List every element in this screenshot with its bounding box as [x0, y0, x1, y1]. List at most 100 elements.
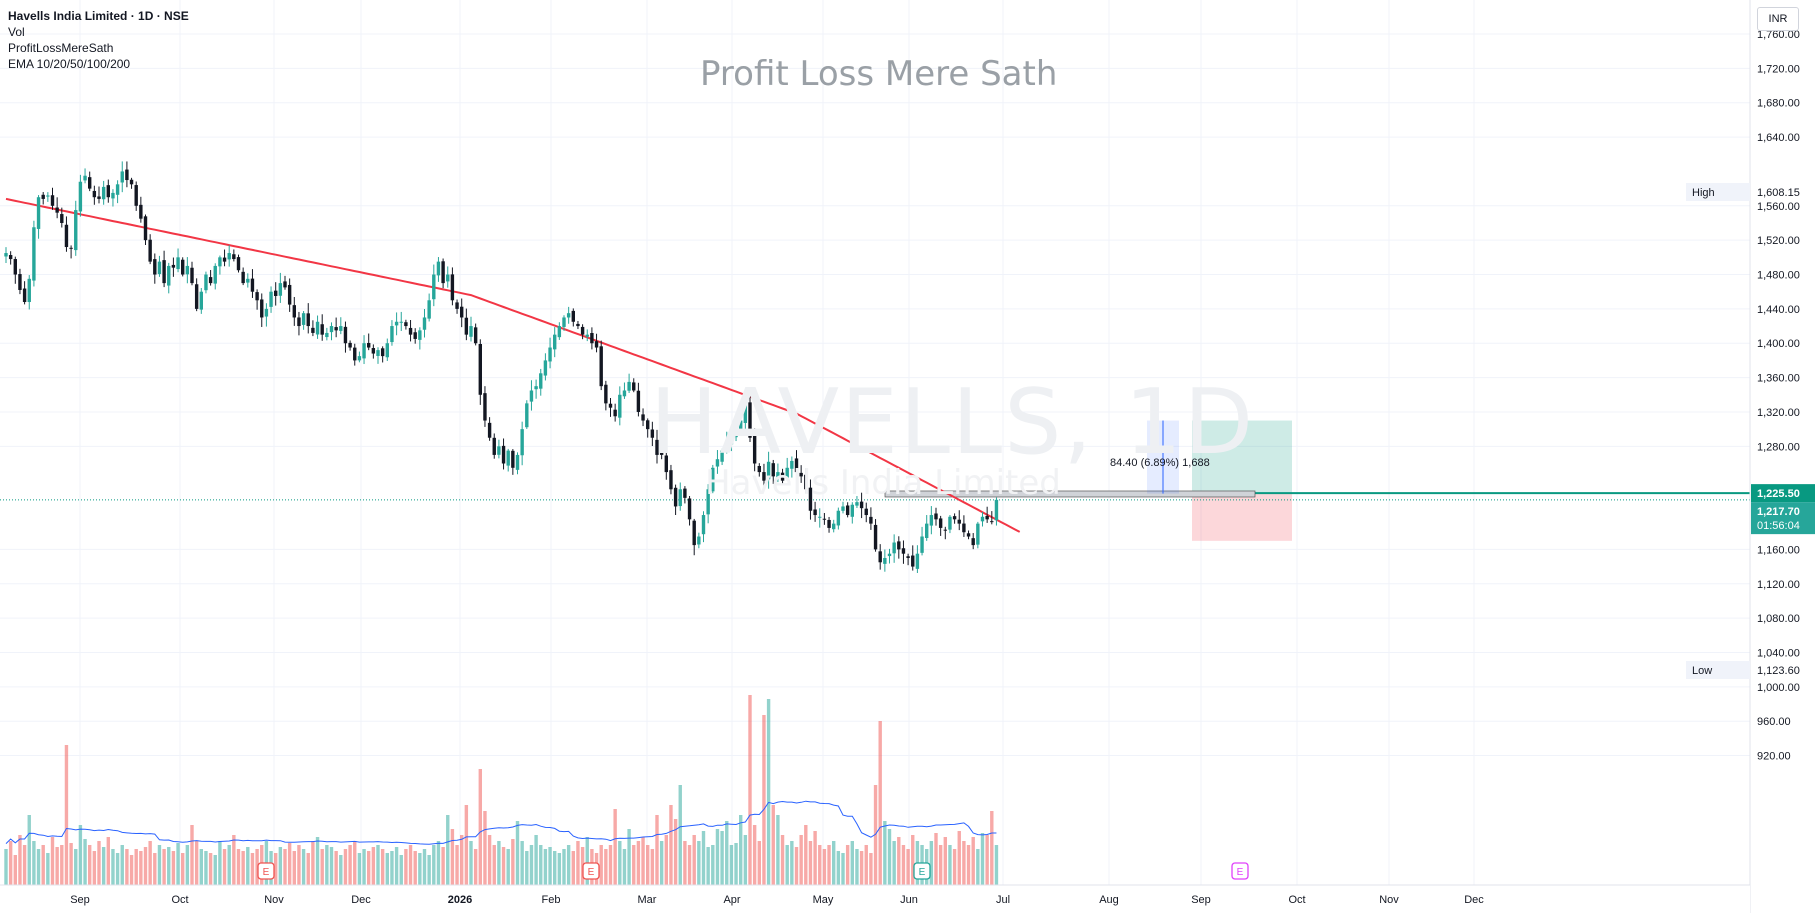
candle-body[interactable]: [855, 502, 859, 506]
candle-body[interactable]: [97, 196, 101, 199]
candle-body[interactable]: [55, 207, 59, 213]
candle-body[interactable]: [752, 435, 757, 464]
candle-body[interactable]: [966, 533, 971, 537]
candle-body[interactable]: [446, 274, 450, 282]
candle-body[interactable]: [897, 541, 901, 550]
candle-body[interactable]: [794, 458, 799, 473]
candle-body[interactable]: [818, 516, 822, 518]
candle-body[interactable]: [580, 326, 585, 335]
candle-body[interactable]: [478, 344, 482, 395]
time-axis[interactable]: Sep Oct Nov Dec 2026 Feb Mar Apr May Jun Jul Aug Sep…: [0, 884, 1750, 913]
candle-body[interactable]: [88, 177, 92, 189]
candle-body[interactable]: [585, 334, 589, 337]
measure-tool[interactable]: 84.40 (6.89%) 1,688: [1110, 420, 1210, 494]
candle-body[interactable]: [515, 454, 520, 470]
candle-body[interactable]: [325, 332, 329, 338]
candle-body[interactable]: [659, 452, 664, 455]
candle-body[interactable]: [678, 489, 682, 507]
candle-body[interactable]: [994, 499, 999, 521]
candle-body[interactable]: [841, 506, 845, 511]
candle-body[interactable]: [845, 505, 850, 516]
candle-body[interactable]: [171, 264, 176, 268]
candle-body[interactable]: [32, 227, 36, 281]
candle-body[interactable]: [943, 529, 947, 531]
symbol-title[interactable]: Havells India Limited · 1D · NSE: [8, 9, 189, 23]
candle-body[interactable]: [50, 195, 55, 206]
candle-body[interactable]: [236, 257, 241, 271]
candle-body[interactable]: [873, 524, 878, 550]
candle-body[interactable]: [850, 504, 854, 517]
candle-body[interactable]: [599, 346, 603, 387]
candle-body[interactable]: [176, 257, 180, 270]
candle-body[interactable]: [185, 265, 190, 275]
candle-body[interactable]: [622, 390, 627, 397]
candle-body[interactable]: [246, 278, 250, 283]
candle-body[interactable]: [780, 472, 785, 481]
candle-body[interactable]: [483, 393, 487, 421]
earnings-marker[interactable]: [913, 862, 931, 880]
candle-body[interactable]: [69, 247, 73, 249]
candle-body[interactable]: [632, 382, 636, 391]
candle-body[interactable]: [390, 326, 394, 343]
candle-body[interactable]: [399, 321, 403, 323]
candle-body[interactable]: [669, 470, 673, 490]
candle-body[interactable]: [557, 326, 562, 338]
candle-body[interactable]: [436, 261, 441, 276]
candle-body[interactable]: [460, 306, 464, 318]
candle-body[interactable]: [920, 536, 924, 553]
candle-body[interactable]: [799, 472, 803, 477]
candle-body[interactable]: [362, 343, 366, 359]
target-zone[interactable]: [1192, 420, 1292, 494]
earnings-marker[interactable]: [257, 862, 275, 880]
candle-body[interactable]: [22, 288, 27, 303]
candle-body[interactable]: [106, 185, 110, 198]
candle-body[interactable]: [938, 518, 943, 528]
candle-body[interactable]: [441, 261, 445, 284]
candle-body[interactable]: [394, 321, 399, 326]
candle-body[interactable]: [36, 197, 41, 229]
candle-body[interactable]: [111, 192, 115, 199]
candle-body[interactable]: [929, 515, 934, 526]
candle-body[interactable]: [227, 253, 231, 260]
candle-body[interactable]: [739, 420, 743, 430]
candle-body[interactable]: [790, 460, 794, 469]
candle-body[interactable]: [190, 267, 194, 284]
candle-body[interactable]: [692, 520, 696, 546]
candle-body[interactable]: [487, 422, 492, 438]
candle-body[interactable]: [278, 283, 283, 296]
candle-body[interactable]: [906, 556, 910, 558]
candle-body[interactable]: [762, 472, 766, 481]
earnings-marker[interactable]: [1231, 862, 1249, 880]
candle-body[interactable]: [250, 278, 255, 292]
candle-body[interactable]: [911, 555, 915, 567]
candle-body[interactable]: [13, 259, 17, 275]
candle-body[interactable]: [287, 284, 292, 305]
candle-body[interactable]: [711, 467, 715, 492]
candle-body[interactable]: [539, 373, 543, 389]
candle-body[interactable]: [608, 403, 613, 408]
candle-body[interactable]: [348, 342, 352, 348]
candle-body[interactable]: [613, 409, 617, 417]
candle-body[interactable]: [887, 553, 892, 557]
candle-body[interactable]: [464, 317, 469, 335]
candle-body[interactable]: [404, 322, 408, 327]
candle-body[interactable]: [687, 498, 692, 520]
candle-body[interactable]: [715, 459, 720, 467]
candle-body[interactable]: [455, 302, 459, 309]
candle-body[interactable]: [241, 271, 245, 284]
candle-body[interactable]: [813, 509, 817, 516]
candle-body[interactable]: [181, 259, 185, 275]
candle-body[interactable]: [948, 516, 952, 530]
candle-body[interactable]: [743, 403, 748, 423]
candle-body[interactable]: [925, 523, 929, 538]
candle-body[interactable]: [748, 402, 752, 438]
candle-body[interactable]: [432, 274, 436, 300]
candle-body[interactable]: [878, 551, 882, 563]
candle-body[interactable]: [101, 186, 106, 200]
candle-body[interactable]: [664, 455, 668, 473]
candle-body[interactable]: [4, 253, 8, 257]
candle-body[interactable]: [883, 557, 887, 564]
candle-body[interactable]: [413, 332, 417, 339]
